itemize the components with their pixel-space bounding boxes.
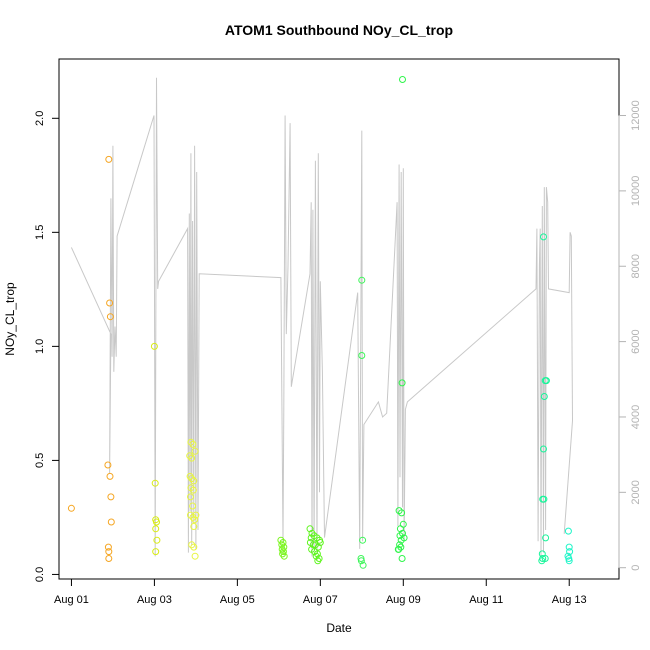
plot-frame bbox=[58, 58, 620, 580]
data-point bbox=[306, 525, 314, 533]
data-point bbox=[540, 495, 548, 503]
data-point bbox=[565, 543, 573, 551]
y2-tick-label: 6000 bbox=[630, 329, 642, 353]
data-point bbox=[189, 486, 197, 494]
data-point bbox=[565, 557, 573, 565]
data-point bbox=[104, 543, 112, 551]
data-point bbox=[186, 472, 194, 480]
data-point bbox=[190, 477, 198, 485]
data-point bbox=[153, 536, 161, 544]
data-point bbox=[107, 518, 115, 526]
data-point bbox=[105, 555, 113, 562]
x-axis-label: Date bbox=[326, 621, 352, 635]
data-point bbox=[192, 511, 200, 519]
data-point bbox=[399, 76, 406, 83]
data-point bbox=[314, 543, 322, 551]
data-point bbox=[540, 393, 548, 400]
y-tick-label: 0.5 bbox=[34, 453, 46, 468]
y2-tick-label: 8000 bbox=[630, 254, 642, 278]
data-point bbox=[540, 233, 547, 241]
y2-tick-label: 0 bbox=[630, 565, 642, 571]
y2-tick-label: 10000 bbox=[630, 176, 642, 207]
data-point bbox=[277, 536, 285, 544]
altitude-line bbox=[70, 77, 574, 557]
y2-axis: 0 2000 4000 6000 8000 10000 12000 bbox=[618, 100, 642, 571]
data-point bbox=[187, 438, 195, 446]
y-tick-label: 1.0 bbox=[34, 339, 46, 354]
data-point bbox=[395, 545, 403, 553]
x-tick-label: Aug 05 bbox=[220, 594, 255, 606]
data-point bbox=[398, 509, 406, 517]
data-point bbox=[564, 527, 572, 535]
y-axis-label: NOy_CL_trop bbox=[3, 282, 17, 356]
data-point bbox=[152, 525, 160, 533]
data-point bbox=[398, 379, 406, 387]
data-point bbox=[191, 447, 199, 455]
data-point bbox=[106, 299, 114, 307]
y2-tick-label: 2000 bbox=[630, 480, 642, 504]
data-point bbox=[189, 440, 197, 448]
data-point bbox=[186, 452, 194, 460]
data-point bbox=[190, 543, 198, 551]
y2-tick-label: 4000 bbox=[630, 405, 642, 429]
data-point bbox=[190, 523, 198, 530]
x-axis: Aug 01 Aug 03 Aug 05 Aug 07 Aug 09 Aug 11 Aug … bbox=[54, 578, 587, 606]
data-point bbox=[358, 352, 366, 359]
data-point bbox=[542, 534, 550, 542]
data-point bbox=[398, 555, 406, 562]
altitude-trace-layer bbox=[70, 77, 574, 557]
data-point bbox=[357, 557, 365, 565]
chart-title: ATOM1 Southbound NOy_CL_trop bbox=[225, 22, 453, 38]
data-point bbox=[359, 536, 367, 544]
y-axis: 0.0 0.5 1.0 1.5 2.0 bbox=[34, 111, 60, 582]
data-point bbox=[359, 561, 367, 569]
data-point bbox=[542, 377, 550, 385]
data-point bbox=[189, 502, 197, 510]
data-point bbox=[106, 472, 114, 480]
x-tick-label: Aug 07 bbox=[303, 594, 338, 606]
data-point bbox=[358, 276, 366, 284]
data-point bbox=[308, 529, 316, 537]
data-point bbox=[106, 313, 114, 321]
x-tick-label: Aug 01 bbox=[54, 594, 89, 606]
y-tick-label: 1.5 bbox=[34, 225, 46, 240]
data-point bbox=[188, 541, 196, 549]
data-point bbox=[187, 493, 194, 501]
data-point bbox=[107, 493, 115, 501]
y2-tick-label: 12000 bbox=[630, 100, 642, 131]
data-point bbox=[397, 536, 405, 544]
data-point bbox=[280, 552, 288, 560]
data-point bbox=[104, 461, 112, 469]
data-point bbox=[152, 548, 160, 556]
data-point bbox=[188, 475, 196, 483]
data-point bbox=[188, 454, 196, 462]
data-points-layer bbox=[67, 76, 574, 569]
x-tick-label: Aug 13 bbox=[552, 594, 587, 606]
data-point bbox=[105, 548, 113, 556]
data-point bbox=[67, 504, 75, 512]
data-point bbox=[541, 555, 549, 562]
data-point bbox=[150, 342, 158, 350]
data-point bbox=[314, 557, 322, 565]
data-point bbox=[191, 552, 199, 560]
data-point bbox=[396, 532, 404, 540]
y-tick-label: 0.0 bbox=[34, 567, 46, 582]
data-point bbox=[151, 479, 159, 487]
x-tick-label: Aug 09 bbox=[386, 594, 421, 606]
data-point bbox=[191, 516, 199, 524]
x-tick-label: Aug 11 bbox=[469, 594, 503, 606]
x-tick-label: Aug 03 bbox=[137, 594, 172, 606]
data-point bbox=[278, 541, 286, 549]
y-tick-label: 2.0 bbox=[34, 111, 46, 126]
data-point bbox=[566, 548, 574, 556]
data-point bbox=[540, 445, 547, 453]
data-point bbox=[153, 518, 160, 526]
data-point bbox=[105, 155, 113, 163]
